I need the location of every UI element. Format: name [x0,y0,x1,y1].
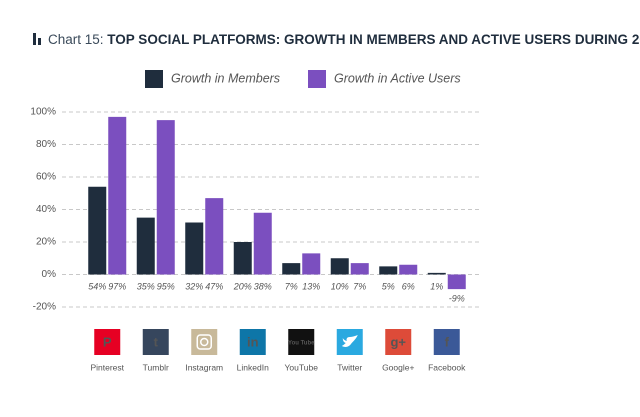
value-label: 47% [205,281,223,291]
platform-icon: P [94,329,121,355]
platform-icon [336,329,363,355]
bar [88,186,107,275]
value-label: 20% [233,281,252,291]
icon-bg [288,329,315,355]
icon-glyph: P [103,334,112,349]
bar [156,120,175,275]
bar [108,116,127,275]
x-tick-label: YouTube [285,362,319,372]
y-tick-label: 60% [36,172,56,183]
icon-shape [341,335,358,347]
platform-icon: f [433,329,460,355]
icon-glyph: You Tube [288,341,315,347]
platform-icon: You Tube [288,329,315,355]
value-label: 1% [430,281,443,291]
legend-swatch [308,70,326,88]
y-tick-label: 100% [30,107,56,118]
icon-bg [142,329,169,355]
x-tick-label: Twitter [337,362,362,372]
title-text: TOP SOCIAL PLATFORMS: GROWTH IN MEMBERS … [107,32,640,47]
platform-icon: g+ [385,329,412,355]
legend-swatch [145,70,163,88]
value-label: 32% [185,281,203,291]
bar [185,222,204,275]
bar [399,264,418,275]
value-label: 38% [254,281,272,291]
y-tick-label: 40% [36,204,56,215]
y-tick-label: 20% [36,237,56,248]
bar [136,217,155,275]
value-label: 13% [302,281,320,291]
platform-icon: t [142,329,169,355]
icon-glyph: f [445,334,450,349]
x-tick-label: Facebook [428,362,466,372]
value-label: 97% [108,281,126,291]
bar [427,272,446,275]
value-label: 95% [157,281,175,291]
x-tick-label: Google+ [382,362,414,372]
chart-title: Chart 15: TOP SOCIAL PLATFORMS: GROWTH I… [48,32,640,47]
bar [233,242,252,275]
platform-icon: in [239,329,266,355]
value-label: -9% [449,294,465,304]
icon-bg [191,329,218,355]
icon-bg [94,329,121,355]
icon-bg [239,329,266,355]
value-label: 35% [137,281,155,291]
icon-shape [196,334,212,350]
value-label: 7% [285,281,298,291]
icon-bg [385,329,412,355]
bar [379,266,398,275]
icon-glyph: g+ [390,334,406,349]
y-tick-label: 0% [42,269,57,280]
icon-glyph: t [154,334,159,349]
value-label: 10% [331,281,349,291]
icon-bg [433,329,460,355]
bar [350,263,369,275]
icon-shape [200,337,209,347]
value-label: 54% [88,281,106,291]
bar [253,212,272,275]
bar [205,198,224,275]
bar [282,263,301,275]
icon-glyph: in [247,334,259,349]
x-tick-label: Pinterest [90,362,124,372]
bar [330,258,349,275]
legend-label: Growth in Active Users [334,71,461,85]
bar [302,253,321,275]
value-label: 5% [382,281,395,291]
y-tick-label: 80% [36,139,56,150]
y-tick-label: -20% [33,302,56,313]
legend-label: Growth in Members [171,71,280,85]
chart-label: Chart 15: [48,32,104,47]
value-label: 7% [353,281,366,291]
bar [447,274,466,290]
value-label: 6% [402,281,415,291]
x-tick-label: LinkedIn [237,362,269,372]
x-tick-label: Tumblr [143,362,169,372]
platform-icon [191,329,218,355]
x-tick-label: Instagram [185,362,223,372]
title-icon [33,33,41,45]
